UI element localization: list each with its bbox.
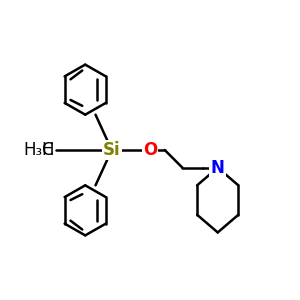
- Text: N: N: [211, 159, 225, 177]
- Text: H₃C: H₃C: [24, 141, 54, 159]
- Text: Si: Si: [103, 141, 121, 159]
- Text: O: O: [143, 141, 157, 159]
- Text: H: H: [42, 141, 54, 159]
